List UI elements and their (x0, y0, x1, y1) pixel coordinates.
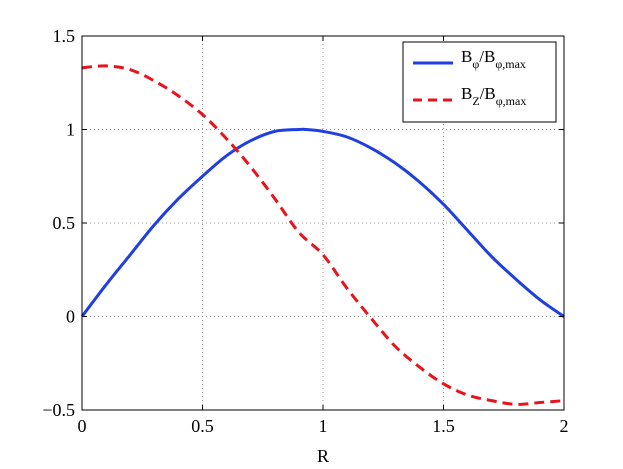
x-axis-label: R (317, 446, 329, 466)
y-tick-label: 1.5 (53, 26, 76, 46)
y-tick-label: 0.5 (53, 213, 76, 233)
legend-label-b-phi: Bφ/Bφ,max (461, 47, 526, 71)
y-tick-label: −0.5 (42, 400, 75, 420)
x-tick-labels: 0 0.5 1 1.5 2 (78, 416, 569, 436)
x-tick-label: 2 (560, 416, 569, 436)
x-tick-label: 1 (319, 416, 328, 436)
x-tick-label: 1.5 (432, 416, 455, 436)
legend-b-z-main: B (461, 84, 472, 103)
legend-b-phi-sub1: φ (472, 57, 479, 71)
y-tick-labels: −0.5 0 0.5 1 1.5 (42, 26, 75, 420)
legend-label-b-z: BZ/Bφ,max (461, 84, 526, 108)
y-tick-label: 0 (66, 307, 75, 327)
legend-box (402, 41, 557, 123)
grid (82, 36, 564, 410)
legend-b-z-sub2: φ,max (496, 94, 527, 108)
y-tick-label: 1 (66, 120, 75, 140)
series-line-b-phi (80, 127, 565, 318)
legend-b-z-sub1: Z (472, 94, 479, 108)
x-tick-label: 0 (78, 416, 87, 436)
legend-b-phi-main: B (461, 47, 472, 66)
series-line-b-z (81, 64, 565, 406)
x-tick-label: 0.5 (191, 416, 214, 436)
series-layer (80, 64, 565, 406)
legend-b-phi-sub2: φ,max (495, 57, 526, 71)
ticks (81, 35, 565, 411)
legend-b-z-mid: /B (480, 84, 496, 103)
legend: Bφ/Bφ,max BZ/Bφ,max (402, 41, 557, 123)
legend-b-phi-mid: /B (479, 47, 495, 66)
